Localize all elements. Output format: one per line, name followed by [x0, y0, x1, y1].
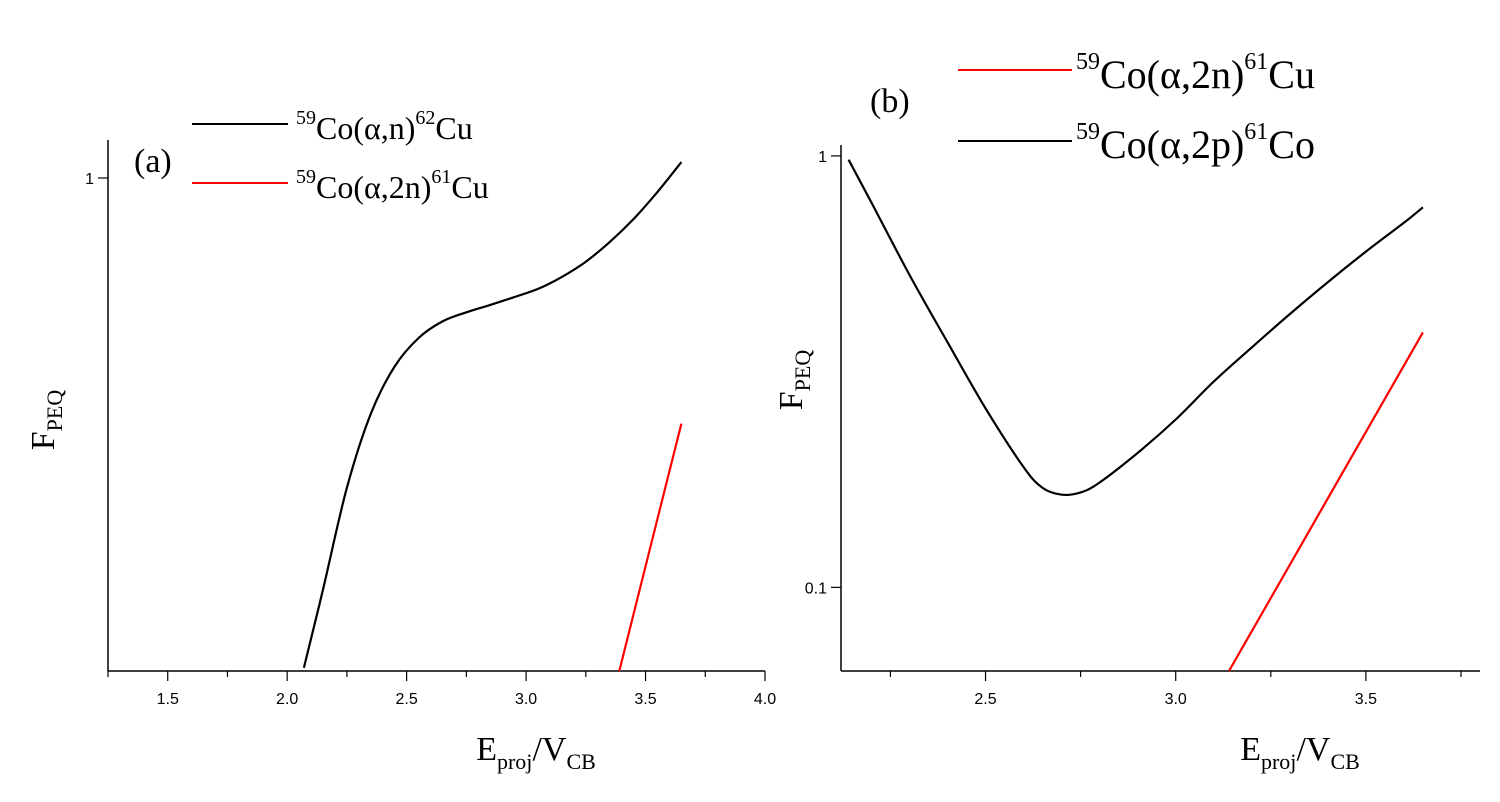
panel-a-x-tick-label-4: 3.5 — [634, 691, 656, 708]
panel-a-y-axis-title: FPEQ — [25, 390, 67, 451]
panel-a-series-line-0 — [302, 161, 683, 668]
panel-b-label: (b) — [870, 83, 910, 120]
panel-a-legend: 59Co(α,n)62Cu 59Co(α,2n)61Cu — [192, 107, 489, 205]
panel-a-legend-entry-0: 59Co(α,n)62Cu — [296, 107, 473, 146]
panel-b-y-tick-label-0: 1 — [818, 149, 827, 166]
panel-b-y-axis-title: FPEQ — [773, 350, 815, 411]
panel-a-legend-entry-1: 59Co(α,2n)61Cu — [296, 166, 489, 205]
panel-a-x-tick-label-1: 2.0 — [276, 691, 298, 708]
panel-b-x-tick-label-2: 3.5 — [1355, 691, 1377, 708]
panel-a-x-axis-title: Eproj/VCB — [476, 731, 596, 774]
panel-b-legend: 59Co(α,2n)61Cu 59Co(α,2p)61Co — [958, 49, 1315, 167]
panel-b-legend-entry-0: 59Co(α,2n)61Cu — [1076, 49, 1315, 97]
panel-a-y-tick-label-0: 1 — [85, 171, 94, 188]
panel-a-x-tick-label-5: 4.0 — [754, 691, 776, 708]
panel-b-x-axis-title: Eproj/VCB — [1240, 731, 1360, 774]
panel-b-x-tick-label-1: 3.0 — [1165, 691, 1187, 708]
panel-b-y-tick-label-1: 0.1 — [805, 580, 827, 597]
panel-a: 1.5 2.0 2.5 3.0 3.5 4.0 1 (a) 59Co(α,n)62Cu 59… — [25, 107, 776, 774]
panel-b-series-line-0 — [1228, 331, 1424, 672]
panel-a-label: (a) — [134, 143, 172, 180]
panel-a-series-line-1 — [618, 423, 683, 672]
panel-b-series-line-1 — [847, 159, 1424, 497]
panel-b-x-tick-label-0: 2.5 — [974, 691, 996, 708]
panel-a-x-tick-label-2: 2.5 — [396, 691, 418, 708]
panel-b-legend-entry-1: 59Co(α,2p)61Co — [1076, 119, 1315, 167]
panel-a-x-tick-label-0: 1.5 — [157, 691, 179, 708]
panel-a-x-tick-label-3: 3.0 — [515, 691, 537, 708]
panel-b: 2.5 3.0 3.5 1 0.1 (b) 59Co(α,2n)61Cu 59Co(α,… — [773, 49, 1480, 774]
